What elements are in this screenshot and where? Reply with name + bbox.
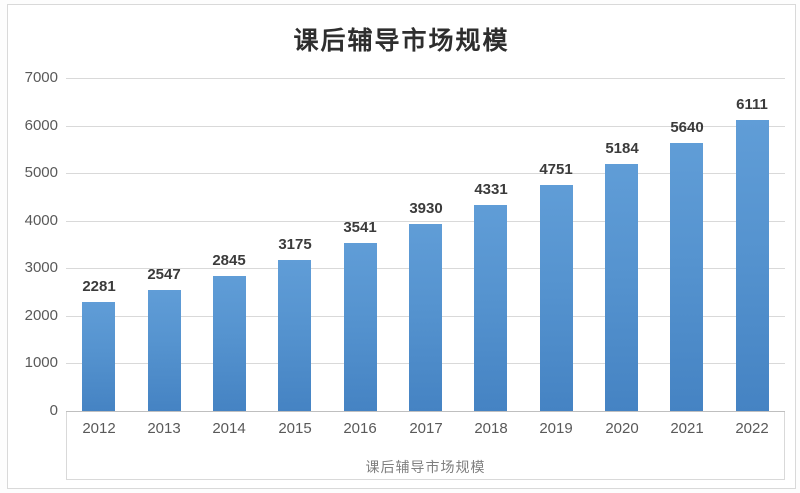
data-label-2021: 5640 — [670, 119, 704, 136]
chart-frame: 课后辅导市场规模 — [7, 4, 796, 489]
bar-2020 — [605, 164, 638, 411]
bar-2012 — [82, 302, 115, 411]
y-tick-label-5000: 5000 — [24, 164, 58, 181]
y-tick-label-3000: 3000 — [24, 259, 58, 276]
bar-2016 — [344, 243, 377, 411]
y-tick-label-0: 0 — [49, 402, 58, 419]
x-tick-label-2018: 2018 — [474, 420, 508, 437]
x-tick-label-2020: 2020 — [605, 420, 639, 437]
data-label-2017: 3930 — [409, 200, 443, 217]
y-tick-label-4000: 4000 — [24, 212, 58, 229]
x-axis-line — [66, 411, 785, 412]
x-tick-label-2019: 2019 — [539, 420, 573, 437]
gridline-6000 — [66, 126, 785, 127]
bar-2022 — [736, 120, 769, 411]
x-tick-label-2014: 2014 — [212, 420, 246, 437]
data-label-2012: 2281 — [82, 278, 116, 295]
gridline-5000 — [66, 173, 785, 174]
y-tick-label-2000: 2000 — [24, 307, 58, 324]
x-tick-label-2017: 2017 — [409, 420, 443, 437]
chart-title: 课后辅导市场规模 — [293, 27, 510, 55]
x-tick-label-2015: 2015 — [278, 420, 312, 437]
gridline-4000 — [66, 221, 785, 222]
x-tick-label-2013: 2013 — [147, 420, 181, 437]
data-label-2015: 3175 — [278, 236, 312, 253]
x-axis-title: 课后辅导市场规模 — [365, 459, 486, 475]
data-label-2016: 3541 — [343, 219, 377, 236]
bar-2015 — [278, 260, 311, 411]
x-tick-label-2021: 2021 — [670, 420, 704, 437]
data-label-2019: 4751 — [539, 161, 573, 178]
bar-2018 — [474, 205, 507, 411]
data-label-2020: 5184 — [605, 140, 639, 157]
bar-2021 — [670, 143, 703, 411]
data-label-2018: 4331 — [474, 181, 508, 198]
y-tick-label-1000: 1000 — [24, 354, 58, 371]
data-label-2013: 2547 — [147, 266, 181, 283]
x-axis-label-box — [66, 412, 785, 480]
y-tick-label-7000: 7000 — [24, 69, 58, 86]
y-tick-label-6000: 6000 — [24, 117, 58, 134]
bar-2013 — [148, 290, 181, 411]
x-tick-label-2016: 2016 — [343, 420, 377, 437]
x-tick-label-2022: 2022 — [735, 420, 769, 437]
gridline-7000 — [66, 78, 785, 79]
x-tick-label-2012: 2012 — [82, 420, 116, 437]
data-label-2014: 2845 — [212, 252, 246, 269]
bar-2014 — [213, 276, 246, 411]
bar-2019 — [540, 185, 573, 411]
bar-2017 — [409, 224, 442, 411]
data-label-2022: 6111 — [736, 96, 768, 113]
